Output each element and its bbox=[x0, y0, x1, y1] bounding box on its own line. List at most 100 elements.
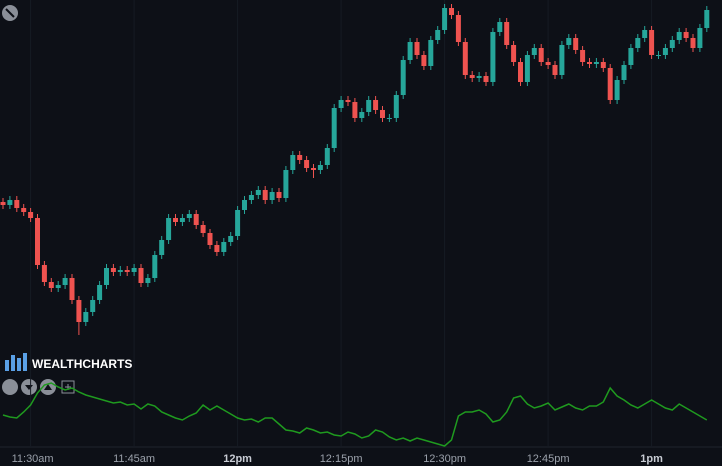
candle-body bbox=[207, 233, 213, 245]
candle-body bbox=[552, 65, 558, 75]
candle-body bbox=[407, 42, 413, 60]
candle-body bbox=[490, 32, 496, 82]
candle-body bbox=[0, 202, 6, 205]
candle-body bbox=[48, 282, 54, 288]
logo: WEALTHCHARTS bbox=[5, 353, 132, 371]
candle-body bbox=[324, 148, 330, 165]
x-tick-label: 12:45pm bbox=[527, 453, 570, 465]
candle-body bbox=[621, 65, 627, 80]
candle-body bbox=[593, 62, 599, 64]
candle-body bbox=[642, 30, 648, 38]
candle-body bbox=[214, 245, 220, 252]
settings-button[interactable] bbox=[2, 379, 18, 395]
candle-body bbox=[386, 118, 392, 119]
candle-body bbox=[186, 214, 192, 218]
candle-body bbox=[255, 190, 261, 195]
maximize-button[interactable] bbox=[61, 380, 75, 394]
candle-body bbox=[311, 168, 316, 170]
candle-body bbox=[366, 100, 372, 112]
candle-body bbox=[131, 268, 137, 272]
candle-body bbox=[200, 225, 206, 233]
candle-body bbox=[704, 10, 710, 28]
icon bbox=[44, 384, 52, 390]
candle-body bbox=[276, 192, 282, 198]
icon bbox=[5, 8, 15, 18]
candle-body bbox=[393, 95, 399, 118]
candle-body bbox=[449, 8, 454, 15]
candle-body bbox=[414, 42, 420, 55]
candle-body bbox=[400, 60, 406, 95]
candle-body bbox=[69, 278, 75, 300]
candle-body bbox=[290, 155, 296, 170]
candle-body bbox=[442, 8, 448, 30]
candle-body bbox=[83, 312, 89, 322]
candle-body bbox=[117, 270, 123, 272]
toolbar-bottom[interactable] bbox=[2, 379, 75, 395]
x-tick-label: 11:45am bbox=[113, 453, 155, 465]
candle-body bbox=[587, 62, 592, 64]
candle-body bbox=[297, 155, 303, 160]
candle-body bbox=[455, 15, 461, 42]
candle-body bbox=[235, 210, 241, 236]
candle-body bbox=[676, 32, 682, 40]
candle-body bbox=[476, 76, 482, 78]
candle-body bbox=[262, 190, 268, 200]
candle-body bbox=[435, 30, 441, 40]
indicator-line bbox=[2, 382, 708, 447]
x-tick-label: 12pm bbox=[223, 453, 252, 465]
candle-body bbox=[497, 22, 503, 32]
x-tick-label: 12:15pm bbox=[320, 453, 363, 465]
candle-body bbox=[683, 32, 689, 38]
candle-body bbox=[635, 38, 641, 48]
candle-body bbox=[166, 218, 172, 240]
candle-body bbox=[159, 240, 165, 255]
logo-text: WEALTHCHARTS bbox=[32, 357, 132, 371]
toolbar-top[interactable] bbox=[2, 5, 18, 21]
candle-body bbox=[359, 112, 365, 118]
candle-body bbox=[428, 40, 434, 66]
candle-body bbox=[345, 100, 351, 102]
logo-bar bbox=[23, 353, 27, 371]
x-tick-label: 1pm bbox=[640, 453, 663, 465]
candle-body bbox=[138, 268, 144, 283]
candle-body bbox=[524, 55, 530, 82]
candle-body bbox=[179, 218, 185, 222]
candle-body bbox=[380, 110, 385, 118]
candle-body bbox=[504, 22, 510, 45]
logo-bar bbox=[17, 358, 21, 371]
candle-body bbox=[304, 160, 310, 168]
candle-body bbox=[28, 212, 34, 218]
candle-body bbox=[662, 48, 668, 55]
candle-body bbox=[76, 300, 82, 322]
candle-body bbox=[607, 68, 613, 100]
logo-bar bbox=[11, 355, 15, 371]
candle-body bbox=[221, 242, 227, 252]
candle-body bbox=[90, 300, 96, 312]
candle-body bbox=[62, 278, 68, 285]
candle-body bbox=[573, 38, 579, 50]
candle-body bbox=[566, 38, 572, 45]
logo-bar bbox=[5, 360, 9, 371]
candle-body bbox=[152, 255, 158, 278]
candle-body bbox=[518, 62, 523, 82]
candle-body bbox=[628, 48, 634, 65]
candle-body bbox=[338, 100, 344, 108]
candle-body bbox=[331, 108, 337, 148]
candle-body bbox=[580, 50, 586, 62]
candle-body bbox=[656, 55, 661, 56]
candle-body bbox=[690, 38, 696, 48]
candle-body bbox=[614, 80, 620, 100]
x-tick-label: 11:30am bbox=[12, 453, 54, 465]
candle-body bbox=[173, 218, 178, 222]
candle-body bbox=[14, 200, 20, 208]
candle-body bbox=[242, 200, 247, 210]
candle-body bbox=[7, 200, 13, 205]
candle-body bbox=[559, 45, 565, 75]
candle-body bbox=[649, 30, 655, 55]
candle-body bbox=[193, 214, 199, 225]
candle-body bbox=[269, 192, 275, 200]
candle-body bbox=[669, 40, 675, 48]
candle-body bbox=[697, 28, 703, 48]
